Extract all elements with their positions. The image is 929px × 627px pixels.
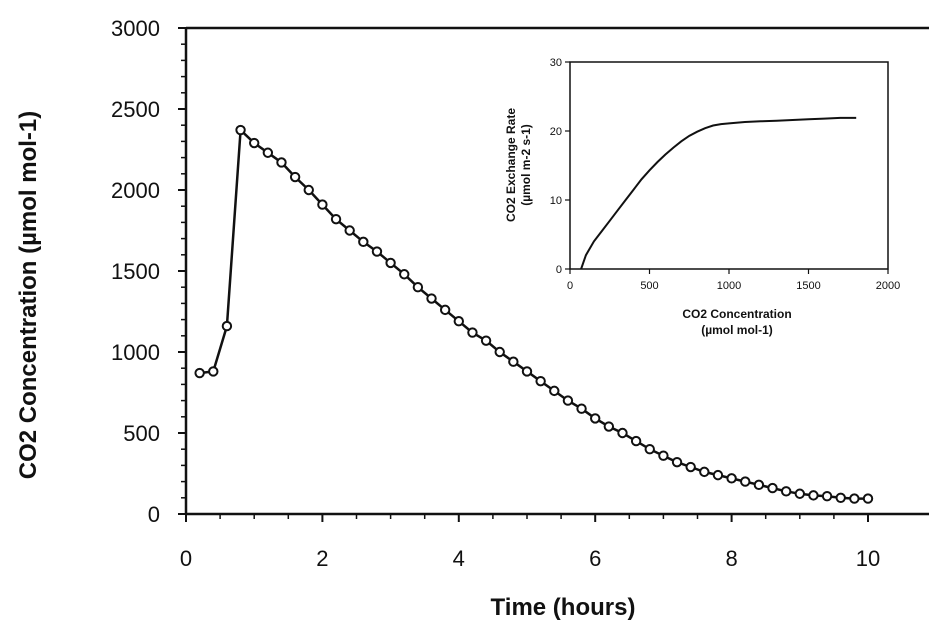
inset-y-tick-label: 30: [550, 57, 562, 69]
axis-title-line: (µmol m-2 s-1): [519, 124, 533, 206]
main-x-ticks: 0 2 4 6 8 10: [180, 514, 880, 571]
main-data-point: [603, 421, 615, 432]
main-data-point: [385, 257, 396, 269]
main-data-point: [699, 466, 710, 478]
main-y-tick-label: 2000: [111, 178, 160, 203]
main-data-point: [767, 482, 778, 494]
main-y-tick-label: 3000: [111, 16, 160, 41]
main-data-point: [371, 246, 383, 257]
inset-series-line: [580, 116, 857, 270]
inset-x-tick-label: 0: [567, 280, 573, 292]
main-data-point: [576, 403, 587, 414]
main-data-point: [426, 293, 437, 304]
main-x-tick-label: 2: [316, 546, 328, 571]
main-data-point: [562, 395, 574, 406]
main-x-tick-label: 8: [725, 546, 737, 571]
main-data-point: [399, 269, 410, 280]
main-data-point: [671, 456, 683, 468]
main-y-tick-label: 1000: [111, 340, 160, 365]
main-data-point: [630, 435, 642, 447]
main-data-point: [453, 316, 464, 327]
main-data-point: [658, 450, 669, 461]
main-data-point: [494, 346, 505, 358]
main-data-point: [276, 157, 287, 168]
main-data-point: [740, 476, 751, 487]
main-data-point: [835, 492, 846, 503]
inset-plot-frame: [569, 61, 889, 270]
inset-x-tick-label: 2000: [876, 280, 900, 292]
main-data-point: [521, 366, 533, 377]
main-y-axis-title: CO2 Concentration (µmol mol-1): [15, 111, 42, 480]
main-data-point: [480, 335, 492, 346]
main-data-point: [644, 444, 655, 455]
main-data-point: [549, 385, 560, 397]
main-data-point: [617, 427, 628, 439]
inset-y-axis-title: CO2 Exchange Rate(µmol m-2 s-1): [504, 108, 533, 222]
main-data-point: [590, 413, 601, 424]
main-data-point: [794, 488, 805, 499]
main-data-point: [821, 490, 833, 502]
axis-title-line: CO2 Concentration: [682, 307, 791, 321]
main-data-point: [235, 124, 246, 136]
main-data-point: [358, 236, 369, 248]
main-data-point: [712, 469, 724, 481]
main-data-point: [194, 367, 205, 379]
main-x-tick-label: 10: [856, 546, 880, 571]
inset-y-tick-label: 10: [550, 195, 562, 207]
main-y-tick-label: 0: [148, 502, 160, 527]
inset-x-tick-label: 1000: [717, 280, 741, 292]
main-data-point: [862, 493, 874, 504]
main-data-point: [467, 327, 478, 338]
inset-x-ticks: 0 500 1000 1500 2000: [567, 269, 900, 292]
main-y-tick-label: 500: [123, 421, 160, 446]
main-y-tick-label: 2500: [111, 97, 160, 122]
inset-chart: 0 500 1000 1500 2000 0 10 20 30 CO2 Concentrati…: [504, 57, 900, 337]
inset-y-ticks: 0 10 20 30: [550, 57, 570, 276]
inset-x-axis-title: CO2 Concentration (µmol mol-1): [682, 307, 791, 337]
main-data-point: [508, 356, 519, 367]
main-data-point: [808, 490, 819, 501]
inset-y-tick-label: 20: [550, 126, 562, 138]
main-data-point: [849, 493, 860, 504]
main-data-point: [535, 375, 546, 387]
axis-title-line: (µmol mol-1): [701, 323, 773, 337]
main-data-point: [262, 147, 274, 158]
main-x-tick-label: 4: [453, 546, 465, 571]
main-x-tick-label: 0: [180, 546, 192, 571]
main-data-point: [221, 320, 233, 332]
main-data-point: [249, 137, 260, 149]
main-x-axis-title: Time (hours): [491, 594, 636, 621]
main-data-point: [344, 225, 355, 236]
main-data-point: [208, 366, 219, 377]
main-data-point: [317, 199, 328, 210]
main-data-point: [780, 486, 792, 497]
main-data-point: [685, 461, 696, 473]
inset-x-tick-label: 500: [640, 280, 658, 292]
main-y-tick-label: 1500: [111, 259, 160, 284]
main-data-point: [439, 304, 451, 316]
main-data-point: [726, 473, 737, 484]
axis-title-line: CO2 Exchange Rate: [504, 108, 518, 222]
inset-x-tick-label: 1500: [796, 280, 820, 292]
inset-y-tick-label: 0: [556, 264, 562, 276]
main-data-point: [412, 282, 424, 293]
main-x-tick-label: 6: [589, 546, 601, 571]
main-data-point: [753, 479, 765, 491]
main-data-point: [330, 213, 342, 225]
main-series-points: [194, 124, 874, 504]
main-data-point: [303, 184, 314, 196]
main-y-ticks: 0 500 1000 1500 2000 2500 3000: [111, 16, 186, 527]
main-data-point: [289, 171, 301, 183]
